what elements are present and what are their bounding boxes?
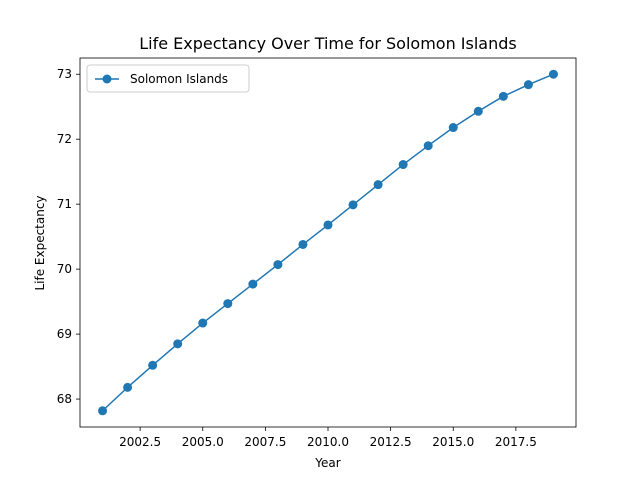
- y-tick-label: 68: [57, 392, 72, 406]
- x-axis-label: Year: [314, 456, 340, 470]
- data-point: [423, 141, 433, 151]
- legend-box: [86, 64, 250, 93]
- data-point: [148, 360, 158, 370]
- x-tick-label: 2002.5: [119, 435, 161, 449]
- data-point: [173, 339, 183, 349]
- data-point: [523, 80, 533, 90]
- y-tick-label: 73: [57, 67, 72, 81]
- y-tick-label: 71: [57, 197, 72, 211]
- axes: 2002.5 2005.0 2007.5 2010.0 2012.5 2015.0 2017…: [57, 57, 577, 449]
- y-tick-label: 69: [57, 327, 72, 341]
- legend-marker: [102, 74, 112, 84]
- data-point: [373, 180, 383, 190]
- data-point: [123, 382, 133, 392]
- y-axis-label: Life Expectancy: [33, 195, 47, 290]
- data-point: [473, 106, 483, 116]
- data-point: [323, 220, 333, 230]
- data-point: [348, 200, 358, 210]
- data-point: [498, 91, 508, 101]
- chart-title: Life Expectancy Over Time for Solomon Is…: [139, 34, 516, 53]
- y-tick-label: 72: [57, 132, 72, 146]
- x-tick-label: 2015.0: [432, 435, 474, 449]
- x-tick-label: 2007.5: [244, 435, 286, 449]
- data-point: [548, 69, 558, 79]
- plot-area: [98, 69, 558, 416]
- data-point: [398, 160, 408, 170]
- y-tick-label: 70: [57, 262, 72, 276]
- legend-label: Solomon Islands: [130, 72, 228, 86]
- x-tick-label: 2010.0: [307, 435, 349, 449]
- data-point: [248, 279, 258, 289]
- data-point: [448, 123, 458, 133]
- data-point: [273, 260, 283, 270]
- legend: Solomon Islands: [86, 64, 250, 93]
- x-tick-label: 2005.0: [182, 435, 224, 449]
- data-point: [98, 406, 108, 416]
- x-tick-label: 2017.5: [495, 435, 537, 449]
- data-point: [223, 299, 233, 309]
- x-tick-label: 2012.5: [370, 435, 412, 449]
- data-point: [198, 318, 208, 328]
- data-point: [298, 239, 308, 249]
